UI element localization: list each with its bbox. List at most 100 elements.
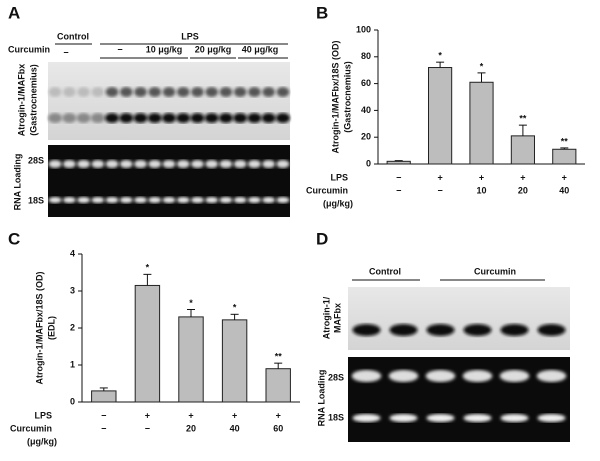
bar (221, 319, 248, 403)
condition-label: (μg/kg) (323, 198, 353, 208)
bar (386, 160, 411, 165)
significance: * (189, 298, 193, 308)
condition-label: (μg/kg) (27, 436, 57, 446)
condition-value: 20 (186, 423, 196, 433)
blot-band (119, 113, 134, 123)
gel-band (48, 160, 62, 168)
condition-label: Curcumin (306, 185, 348, 195)
blot-band (133, 113, 148, 123)
blot-band (48, 113, 63, 123)
group-label: Curcumin (474, 266, 516, 276)
dose-label: 40 μg/kg (242, 44, 279, 54)
gel-band (148, 197, 162, 203)
gel-band (389, 414, 418, 422)
condition-value: + (145, 410, 150, 420)
panel-letter: D (316, 229, 328, 248)
condition-value: + (188, 410, 193, 420)
blot-band (205, 87, 219, 97)
condition-value: + (562, 172, 567, 182)
gel-band (105, 197, 119, 203)
gel-band (351, 370, 382, 382)
blot-label: Atrogin-1/ (321, 296, 331, 339)
gel-band (148, 160, 162, 168)
y-axis-label: (EDL) (46, 316, 56, 340)
blot-band (62, 113, 77, 123)
blot-band (500, 324, 529, 336)
significance: * (480, 61, 484, 71)
blot-band (204, 113, 219, 123)
blot-band (176, 87, 190, 97)
gel-band (119, 160, 133, 168)
group-label: Control (57, 31, 89, 41)
condition-value: + (276, 410, 281, 420)
condition-value: − (437, 185, 442, 195)
y-axis-label: Atrogin-1/MAFbx/18S (OD) (34, 271, 44, 384)
bar (134, 284, 161, 403)
significance: * (233, 303, 237, 313)
blot-band (161, 113, 177, 123)
gel-band (262, 197, 276, 203)
panel-letter: A (8, 3, 20, 22)
significance: ** (519, 114, 527, 124)
gel-band (48, 197, 62, 203)
blot-band (352, 324, 381, 336)
gel-band (537, 414, 566, 422)
gel-band (91, 160, 105, 168)
panel-letter: B (316, 3, 328, 22)
band-label: 28S (28, 155, 44, 165)
gel-band (219, 197, 233, 203)
gel-band (190, 160, 205, 168)
y-tick-label: 1 (70, 359, 75, 369)
condition-value: 60 (273, 423, 283, 433)
blot-band (463, 324, 492, 336)
significance: * (438, 51, 442, 61)
dose-label: − (117, 44, 122, 54)
gel-band (463, 414, 492, 422)
blot-band (176, 113, 191, 123)
group-label: Control (369, 266, 401, 276)
condition-value: + (479, 172, 484, 182)
y-tick-label: 3 (70, 285, 75, 295)
gel-band (233, 160, 247, 168)
gel-band (133, 197, 148, 203)
blot-band (247, 113, 262, 123)
dose-label: 20 μg/kg (195, 44, 232, 54)
condition-label: LPS (330, 172, 348, 182)
gel-band (219, 160, 233, 168)
condition-value: − (396, 172, 401, 182)
gel-band (276, 197, 290, 203)
bar (91, 390, 117, 403)
blot-band (162, 87, 176, 97)
condition-value: − (396, 185, 401, 195)
loading-label: RNA Loading (316, 370, 326, 427)
dose-label: 10 μg/kg (146, 44, 183, 54)
y-tick-label: 20 (361, 132, 371, 142)
gel-band (247, 197, 261, 203)
band-label: 18S (328, 412, 344, 422)
band-label: 18S (28, 195, 44, 205)
gel-band (105, 160, 119, 168)
blot-band (134, 87, 147, 97)
row-label: Curcumin (8, 44, 50, 54)
gel-band (91, 197, 105, 203)
blot-band (119, 87, 133, 97)
blot-band (90, 113, 105, 123)
blot-band (389, 324, 418, 336)
bar (552, 148, 577, 165)
blot-band (147, 113, 162, 123)
condition-value: − (145, 423, 150, 433)
condition-value: − (101, 410, 106, 420)
blot-band (191, 87, 204, 97)
y-axis-label: Atrogin-1/MAFbx/18S (OD) (330, 40, 340, 153)
blot-label: MAFbx (332, 303, 342, 333)
blot-band (105, 87, 119, 97)
condition-value: 10 (476, 185, 486, 195)
blot-band (77, 87, 90, 97)
blot-band (537, 324, 566, 336)
blot-band (275, 113, 290, 123)
y-tick-label: 40 (361, 105, 371, 115)
blot-band (48, 87, 62, 97)
condition-value: 20 (518, 185, 528, 195)
gel-band (247, 160, 261, 168)
gel-band (205, 197, 219, 203)
